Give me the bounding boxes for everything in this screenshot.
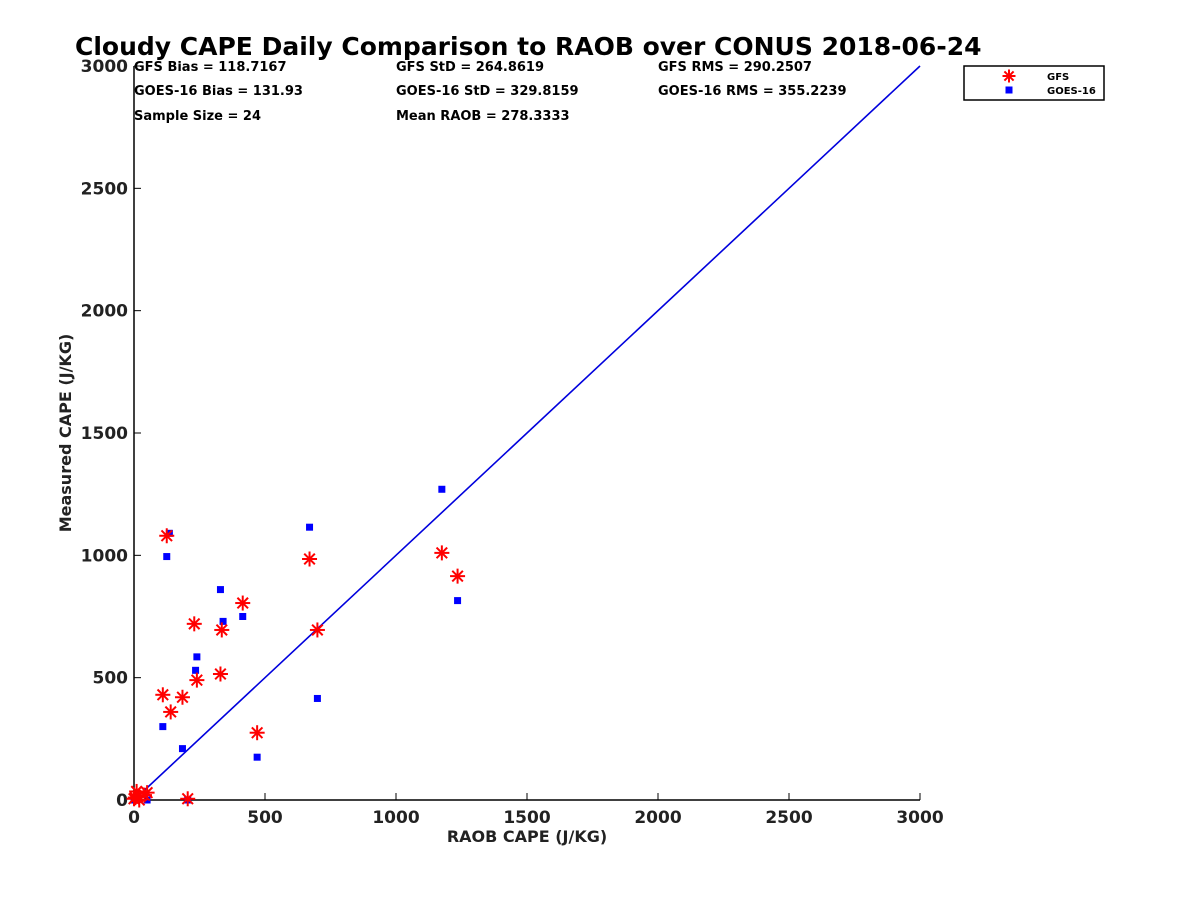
legend-marker-goes-16 xyxy=(1005,86,1013,94)
y-tick-label: 0 xyxy=(116,791,128,811)
stat-text: GOES-16 StD = 329.8159 xyxy=(396,84,579,99)
gfs-point xyxy=(189,672,205,688)
legend-label-goes-16: GOES-16 xyxy=(1047,86,1096,97)
gfs-point xyxy=(159,528,175,544)
goes-16-point xyxy=(193,653,201,661)
goes-16-point xyxy=(178,745,186,753)
legend-marker-gfs xyxy=(1002,69,1016,83)
legend-item-goes-16: GOES-16 xyxy=(1005,86,1096,97)
stat-text: Mean RAOB = 278.3333 xyxy=(396,109,570,124)
x-tick-label: 1500 xyxy=(503,808,550,828)
y-tick-label: 1000 xyxy=(81,546,128,566)
stat-text: GOES-16 Bias = 131.93 xyxy=(134,84,303,99)
gfs-point xyxy=(434,545,450,561)
gfs-point xyxy=(302,551,318,567)
y-tick-label: 2500 xyxy=(81,179,128,199)
x-tick-label: 1000 xyxy=(372,808,419,828)
goes-16-point xyxy=(159,723,167,731)
data-points xyxy=(126,485,466,808)
y-tick-label: 500 xyxy=(93,669,129,689)
goes-16-point xyxy=(253,753,261,761)
x-tick-label: 2500 xyxy=(765,808,812,828)
legend: GFS GOES-16 xyxy=(963,65,1105,101)
x-tick-label: 0 xyxy=(128,808,140,828)
x-tick-label: 3000 xyxy=(896,808,943,828)
reference-line-layer xyxy=(133,65,921,801)
legend-label-gfs: GFS xyxy=(1047,72,1069,83)
y-tick-label: 1500 xyxy=(81,424,128,444)
x-tick-label: 500 xyxy=(247,808,283,828)
stat-text: GOES-16 RMS = 355.2239 xyxy=(658,84,847,99)
legend-box xyxy=(963,65,1105,101)
gfs-point xyxy=(249,725,265,741)
gfs-point xyxy=(163,704,179,720)
gfs-point xyxy=(235,595,251,611)
x-tick-label: 2000 xyxy=(634,808,681,828)
gfs-point xyxy=(214,622,230,638)
goes-16-point xyxy=(239,613,247,620)
chart-title: Cloudy CAPE Daily Comparison to RAOB ove… xyxy=(75,32,981,61)
gfs-point xyxy=(450,568,466,584)
one-to-one-line xyxy=(133,65,921,801)
gfs-point xyxy=(309,622,325,638)
goes-16-point xyxy=(219,617,227,625)
gfs-point xyxy=(180,791,196,807)
goes-16-point xyxy=(306,523,314,531)
stat-text: Sample Size = 24 xyxy=(134,109,261,124)
stat-text: GFS StD = 264.8619 xyxy=(396,60,544,75)
statistics-block: GFS Bias = 118.7167 GFS StD = 264.8619 GFS… xyxy=(134,60,847,124)
gfs-point xyxy=(174,689,190,705)
y-tick-label: 2000 xyxy=(81,302,128,322)
goes-16-point xyxy=(163,553,171,561)
goes-16-point xyxy=(216,586,224,594)
y-axis-label: Measured CAPE (J/KG) xyxy=(56,334,75,533)
axes: 0 500 1000 1500 2000 2500 3000 0 500 1000 1500 2000… xyxy=(81,57,944,828)
legend-item-gfs: GFS xyxy=(1002,69,1069,83)
stat-text: GFS RMS = 290.2507 xyxy=(658,60,812,75)
goes-16-point xyxy=(192,666,200,674)
goes-16-point xyxy=(454,597,462,605)
goes-16-point xyxy=(438,485,446,493)
stat-text: GFS Bias = 118.7167 xyxy=(134,60,287,75)
gfs-point xyxy=(139,785,155,801)
gfs-point xyxy=(212,666,228,682)
y-tick-label: 3000 xyxy=(81,57,128,77)
gfs-point xyxy=(186,616,202,632)
gfs-point xyxy=(155,687,171,703)
goes-16-point xyxy=(313,694,321,702)
x-axis-label: RAOB CAPE (J/KG) xyxy=(447,827,607,846)
